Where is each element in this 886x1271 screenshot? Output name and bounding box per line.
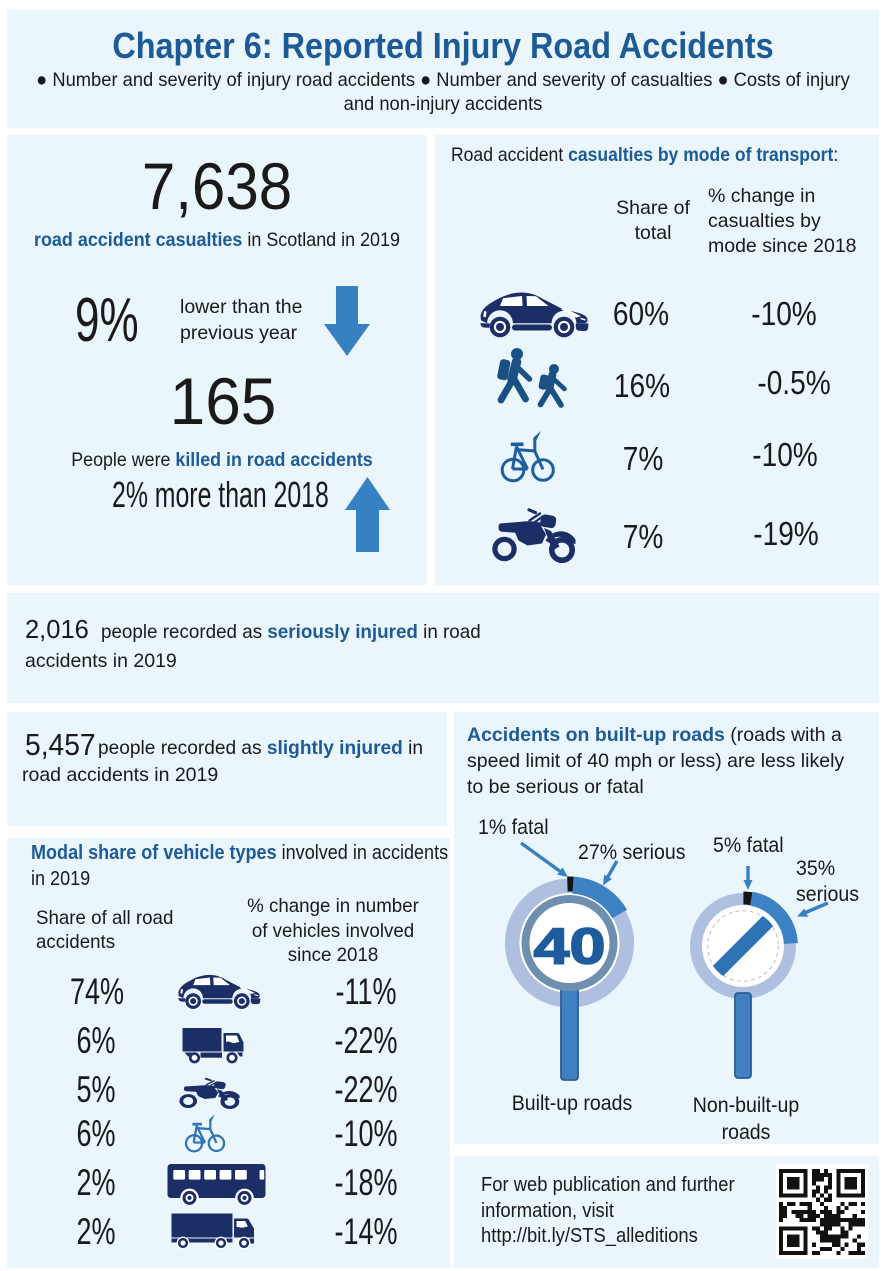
svg-text:40: 40: [533, 918, 605, 975]
